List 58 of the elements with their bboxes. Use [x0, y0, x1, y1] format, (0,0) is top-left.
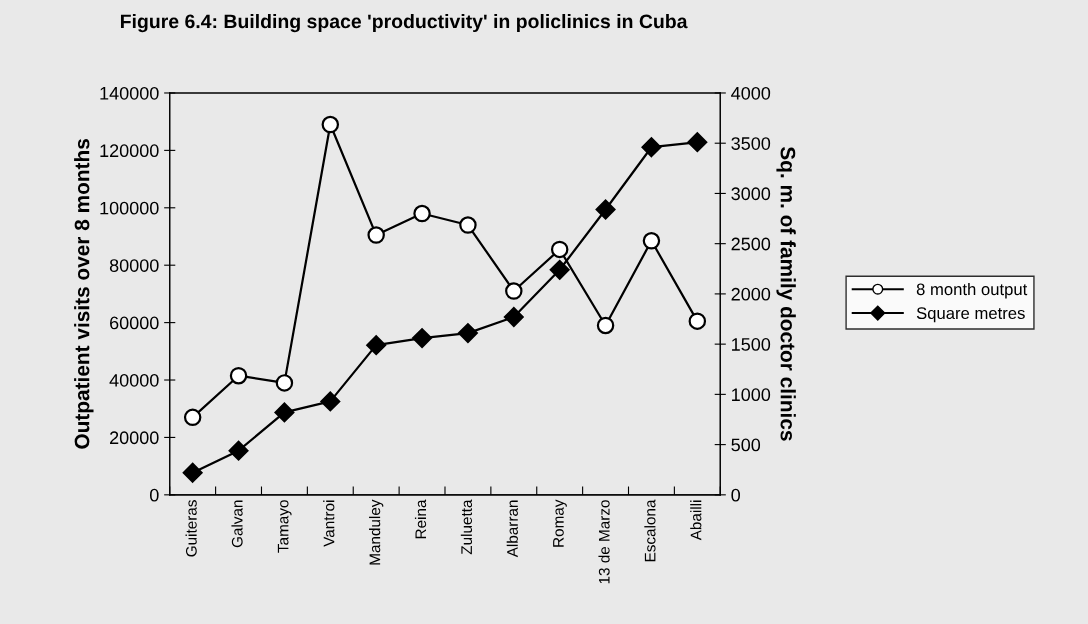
y2-tick-label: 0	[731, 488, 741, 502]
x-tick-label: Escalona	[644, 499, 656, 562]
x-tick-label: Reina	[414, 499, 427, 539]
point	[549, 259, 570, 280]
legend-label: 8 month output	[916, 282, 1028, 299]
point	[274, 402, 295, 423]
y2-tick-label: 1000	[732, 388, 771, 402]
y2-tick-label: 3000	[731, 187, 771, 201]
y-tick-label: 100000	[100, 201, 159, 215]
x-tick-label: Abailli	[690, 500, 702, 541]
y-tick-label: 20000	[110, 431, 159, 445]
y-tick-label: 0	[149, 488, 159, 502]
y2-tick-label: 3500	[731, 137, 771, 150]
point	[505, 282, 523, 300]
x-tick-label: 13 de Marzo	[598, 500, 610, 584]
point	[457, 323, 478, 344]
point	[320, 391, 341, 412]
y2-tick-label: 2500	[731, 237, 771, 251]
y2-axis-title: Sq. m. of family doctor clinics	[776, 146, 796, 441]
point	[275, 374, 294, 392]
y2-tick-label: 500	[731, 438, 761, 452]
point	[641, 137, 662, 158]
y2-tick-label: 4000	[731, 86, 771, 100]
x-tick-label: Albarran	[506, 500, 518, 558]
point	[366, 335, 387, 356]
point	[550, 240, 569, 259]
point	[321, 115, 340, 134]
x-tick-label: Manduley	[369, 499, 384, 565]
y-tick-label: 120000	[100, 144, 159, 158]
point	[183, 408, 202, 427]
point	[367, 226, 385, 244]
x-tick-label: Galvan	[231, 500, 243, 548]
point	[229, 366, 248, 385]
y-tick-label: 140000	[100, 86, 159, 100]
point	[503, 307, 524, 327]
point	[459, 216, 477, 234]
y-tick-label: 40000	[109, 373, 159, 387]
x-tick-label: Tamayo	[277, 500, 292, 553]
x-tick-label: Romay	[553, 499, 567, 547]
point	[413, 204, 431, 223]
y2-tick-label: 2000	[731, 287, 771, 301]
point	[595, 199, 616, 220]
point	[687, 132, 708, 153]
x-tick-label: Vantroi	[323, 500, 335, 547]
point	[182, 462, 203, 483]
legend-label: Square metres	[916, 307, 1025, 323]
point	[596, 316, 615, 335]
x-tick-label: Zuluetta	[460, 499, 473, 555]
y-axis-title: Outpatient visits over 8 months	[74, 139, 94, 449]
y-tick-label: 80000	[109, 259, 159, 272]
chart-title: Figure 6.4: Building space 'productivity' in policlinics in Cuba	[120, 13, 688, 33]
x-tick-label: Guiteras	[185, 500, 197, 557]
y-tick-label: 60000	[110, 316, 159, 330]
point	[412, 328, 432, 349]
point	[642, 232, 661, 250]
y2-tick-label: 1500	[732, 338, 771, 351]
point	[688, 312, 707, 330]
point	[228, 440, 249, 461]
